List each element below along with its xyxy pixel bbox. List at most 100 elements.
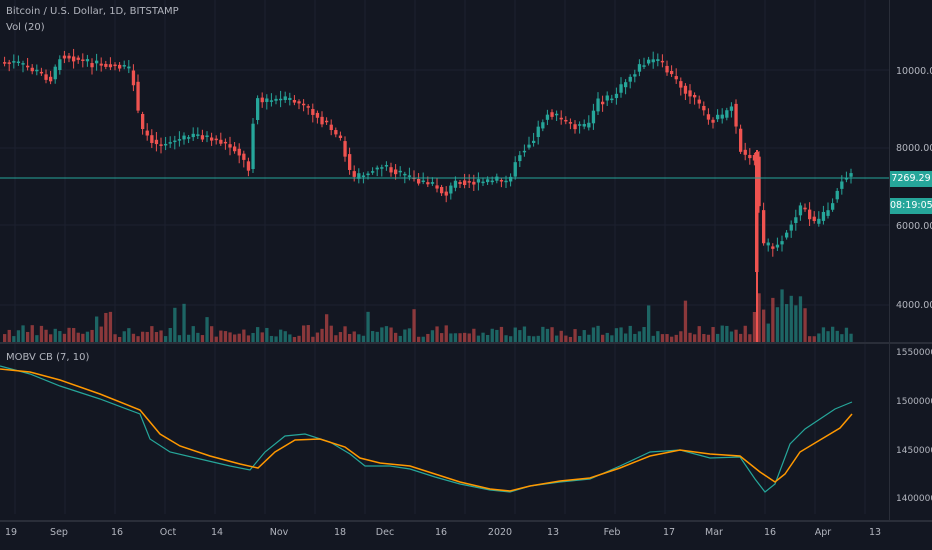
volume-bar	[789, 295, 793, 342]
volume-bar	[683, 300, 688, 342]
volume-bar	[706, 334, 711, 342]
volume-bar	[394, 332, 398, 342]
time-axis-label: 16	[434, 527, 448, 538]
volume-bar	[527, 335, 531, 342]
volume-bar	[739, 333, 743, 342]
candle-body	[642, 65, 646, 67]
candle-body	[366, 173, 370, 176]
candle-body	[605, 95, 609, 101]
candle-body	[555, 113, 559, 116]
candle-body	[426, 182, 430, 185]
volume-bar	[7, 329, 11, 342]
price-pane[interactable]: Bitcoin / U.S. Dollar, 1D, BITSTAMP Vol …	[0, 0, 932, 342]
volume-bar	[127, 328, 131, 342]
volume-bar	[564, 335, 568, 342]
candle-body	[177, 139, 182, 141]
candlestick-chart[interactable]	[0, 0, 889, 342]
volume-bar	[256, 327, 260, 342]
candle-body	[297, 101, 301, 104]
volume-bar	[568, 336, 573, 342]
candle-body	[734, 103, 738, 127]
candle-body	[21, 63, 25, 65]
time-axis-label: Feb	[603, 527, 621, 538]
candle-body	[812, 216, 816, 222]
volume-bar	[573, 329, 577, 342]
volume-bar	[251, 332, 255, 342]
candle-body	[476, 179, 481, 183]
volume-bar	[518, 330, 522, 342]
candle-body	[375, 167, 379, 170]
volume-bar	[35, 335, 39, 342]
volume-bar	[849, 333, 853, 342]
candle-body	[417, 179, 421, 184]
time-axis-label: 19	[4, 527, 18, 538]
indicator-legend: MOBV CB (7, 10)	[6, 352, 90, 363]
volume-bar	[647, 305, 651, 342]
candle-body	[755, 152, 759, 272]
candle-body	[587, 122, 591, 128]
volume-bar	[711, 327, 715, 342]
candle-body	[651, 59, 655, 63]
volume-bar	[495, 329, 499, 342]
candle-body	[187, 137, 191, 139]
pane-separator[interactable]	[0, 342, 932, 344]
indicator-pane[interactable]: MOBV CB (7, 10)	[0, 344, 932, 514]
volume-bar	[320, 328, 324, 342]
volume-bar	[311, 336, 315, 342]
volume-bar	[334, 335, 338, 342]
volume-bar	[118, 336, 122, 342]
volume-bar	[559, 330, 563, 342]
volume-bar	[274, 336, 278, 342]
candle-body	[683, 85, 688, 94]
osc-axis-label: 1400000.00	[896, 494, 932, 504]
candle-body	[288, 97, 292, 100]
candle-body	[306, 106, 310, 108]
time-axis-label: 18	[333, 527, 347, 538]
volume-bar	[614, 328, 619, 342]
volume-bar	[191, 326, 195, 342]
volume-bar	[233, 334, 237, 342]
volume-bar	[366, 311, 370, 342]
volume-bar	[214, 336, 218, 342]
candle-body	[200, 135, 205, 140]
volume-bar	[486, 334, 490, 342]
volume-bar	[633, 333, 637, 342]
mobv-chart[interactable]	[0, 344, 889, 514]
candle-body	[62, 55, 67, 59]
volume-bar	[39, 325, 44, 342]
volume-bar	[826, 331, 830, 342]
candle-body	[113, 64, 117, 67]
candle-body	[808, 209, 812, 220]
volume-bar	[716, 333, 720, 342]
candle-body	[821, 211, 826, 221]
time-axis-label: 17	[662, 527, 676, 538]
candle-body	[619, 84, 623, 93]
time-axis-label: 16	[110, 527, 124, 538]
candle-body	[536, 126, 540, 138]
candle-body	[527, 144, 531, 148]
volume-bar	[748, 334, 752, 342]
volume-bar	[472, 328, 476, 342]
candle-body	[849, 173, 853, 177]
candle-body	[85, 59, 90, 62]
price-axis-label: 6000.00	[896, 221, 932, 232]
volume-bar	[536, 335, 540, 342]
volume-bar	[315, 332, 320, 342]
volume-bar	[444, 325, 448, 342]
candle-body	[670, 71, 674, 75]
time-axis-label: Oct	[159, 527, 177, 538]
candle-body	[679, 81, 683, 88]
candle-body	[780, 241, 784, 245]
volume-bar	[288, 334, 292, 342]
candle-body	[789, 224, 793, 231]
time-axis[interactable]	[0, 520, 932, 550]
candle-body	[614, 93, 619, 99]
candle-body	[716, 114, 720, 120]
volume-bar	[164, 336, 168, 342]
candle-body	[58, 59, 62, 70]
volume-bar	[3, 334, 7, 342]
candle-body	[214, 138, 218, 141]
candle-body	[389, 167, 393, 173]
candle-body	[798, 205, 803, 216]
candle-body	[394, 169, 398, 175]
